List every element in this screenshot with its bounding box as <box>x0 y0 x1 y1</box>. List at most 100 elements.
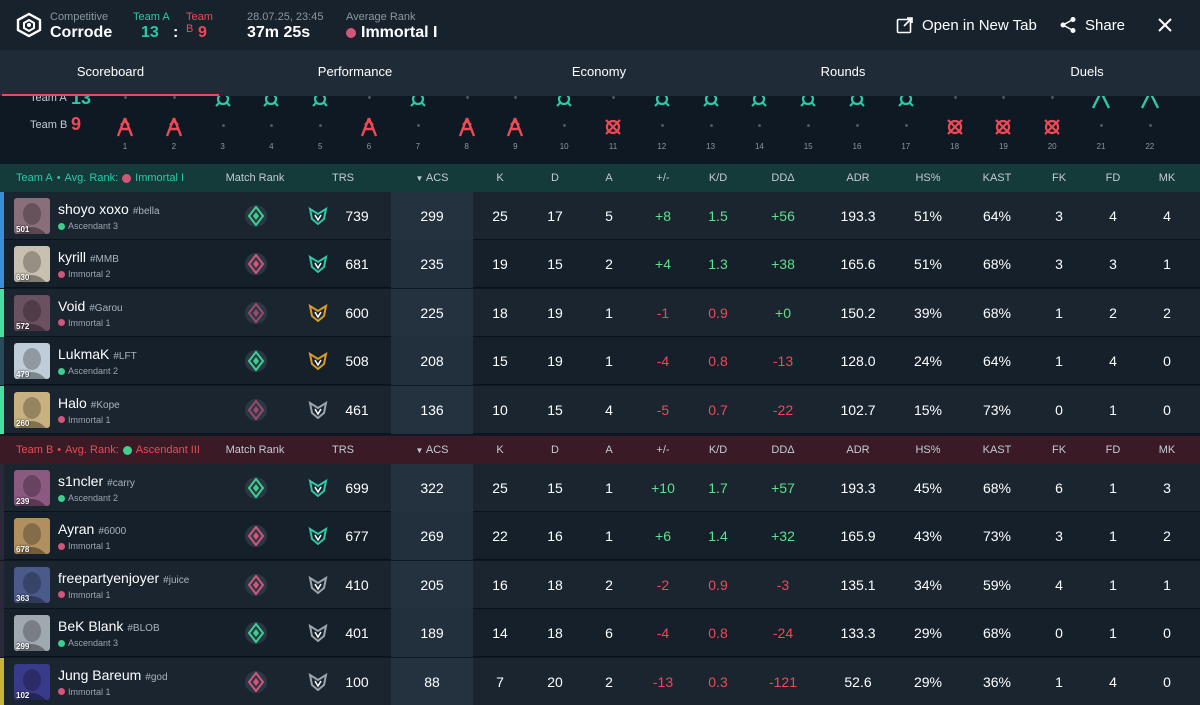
stat-pm: -5 <box>656 401 670 418</box>
player-name[interactable]: s1ncler #carry <box>58 473 135 489</box>
col-d[interactable]: D <box>551 172 559 184</box>
col-hs[interactable]: HS% <box>915 444 941 456</box>
col-plus-minus[interactable]: +/- <box>656 444 670 456</box>
stat-d: 16 <box>547 528 563 545</box>
round-win-icon[interactable] <box>502 116 528 143</box>
round-win-icon[interactable] <box>112 116 138 143</box>
col-hs[interactable]: HS% <box>915 172 941 184</box>
agent-avatar[interactable] <box>14 391 50 428</box>
col-acs[interactable]: ▼ ACS <box>391 164 473 193</box>
round-win-icon[interactable] <box>1088 96 1114 115</box>
round-win-icon[interactable] <box>893 96 919 115</box>
col-k[interactable]: K <box>496 172 504 184</box>
agent-avatar[interactable] <box>14 246 50 283</box>
col-mk[interactable]: MK <box>1158 444 1176 456</box>
player-row[interactable]: 363 freepartyenjoyer #juice Immortal 1 410 20… <box>0 560 1200 609</box>
player-name-text: BeK Blank <box>58 618 124 635</box>
round-win-icon[interactable] <box>746 96 772 115</box>
col-k[interactable]: K <box>496 444 504 456</box>
agent-avatar[interactable] <box>14 294 50 331</box>
round-win-icon[interactable] <box>258 96 284 115</box>
player-name[interactable]: shoyo xoxo #bella <box>58 201 160 217</box>
player-name[interactable]: LukmaK #LFT <box>58 346 137 362</box>
tab-performance[interactable]: Performance <box>317 64 393 79</box>
col-a[interactable]: A <box>605 444 613 456</box>
round-number: 13 <box>706 142 716 151</box>
round-win-icon[interactable] <box>795 96 821 115</box>
col-dd[interactable]: DDΔ <box>771 444 795 456</box>
round-win-icon[interactable] <box>307 96 333 115</box>
player-row[interactable]: 239 s1ncler #carry Ascendant 2 699 322 25 15 1 +1… <box>0 464 1200 512</box>
round-win-icon[interactable] <box>1039 116 1065 143</box>
col-a[interactable]: A <box>605 172 613 184</box>
stat-k: 10 <box>492 401 508 418</box>
player-row[interactable]: 630 kyrill #MMB Immortal 2 681 235 19 15 2 +4 1.3 +… <box>0 240 1200 289</box>
agent-avatar[interactable] <box>14 343 50 380</box>
stat-fd: 4 <box>1109 208 1117 224</box>
player-row[interactable]: 678 Ayran #6000 Immortal 1 677 269 22 16 1 +6 1.4 +… <box>0 512 1200 561</box>
round-number: 6 <box>366 142 372 151</box>
player-row[interactable]: 260 Halo #Kope Immortal 1 461 136 10 15 4 -5 0.7 -2… <box>0 385 1200 434</box>
col-d[interactable]: D <box>551 444 559 456</box>
agent-avatar[interactable] <box>14 198 50 234</box>
agent-avatar[interactable] <box>14 470 50 506</box>
player-name[interactable]: BeK Blank #BLOB <box>58 618 160 634</box>
col-adr[interactable]: ADR <box>846 444 870 456</box>
close-icon[interactable] <box>1155 14 1175 36</box>
open-in-new-tab-button[interactable]: Open in New Tab <box>896 14 1037 36</box>
col-dd[interactable]: DDΔ <box>771 172 795 184</box>
round-win-icon[interactable] <box>698 96 724 115</box>
col-trs[interactable]: TRS <box>332 172 354 184</box>
tab-duels[interactable]: Duels <box>1070 64 1104 79</box>
stat-kd: 1.4 <box>708 528 728 545</box>
col-acs[interactable]: ▼ ACS <box>391 436 473 465</box>
share-button[interactable]: Share <box>1059 14 1125 36</box>
ascendant-rank-icon <box>122 445 132 455</box>
tab-economy[interactable]: Economy <box>571 64 627 79</box>
agent-avatar[interactable] <box>14 566 50 603</box>
round-win-icon[interactable] <box>942 116 968 143</box>
round-win-icon[interactable] <box>649 96 675 115</box>
col-mk[interactable]: MK <box>1158 172 1176 184</box>
col-kd[interactable]: K/D <box>708 172 728 184</box>
round-win-icon[interactable] <box>600 116 626 143</box>
col-fk[interactable]: FK <box>1051 444 1067 456</box>
player-row[interactable]: 299 BeK Blank #BLOB Ascendant 3 401 189 14 18 6 -… <box>0 609 1200 658</box>
col-trs[interactable]: TRS <box>332 444 354 456</box>
player-name[interactable]: kyrill #MMB <box>58 249 119 265</box>
tab-scoreboard[interactable]: Scoreboard <box>2 50 219 96</box>
player-name[interactable]: Halo #Kope <box>58 395 120 411</box>
round-win-icon[interactable] <box>551 96 577 115</box>
player-name[interactable]: Ayran #6000 <box>58 521 126 537</box>
stat-fk: 3 <box>1055 528 1063 545</box>
round-win-icon[interactable] <box>405 96 431 115</box>
round-win-icon[interactable] <box>161 116 187 143</box>
round-win-icon[interactable] <box>1137 96 1163 115</box>
player-row[interactable]: 572 Void #Garou Immortal 1 600 225 18 19 1 -1 0.9 +… <box>0 288 1200 337</box>
stat-kast: 68% <box>982 480 1012 496</box>
col-fd[interactable]: FD <box>1105 444 1121 456</box>
player-row[interactable]: 479 LukmaK #LFT Ascendant 2 508 208 15 19 1 -4 0.8… <box>0 337 1200 386</box>
round-win-icon[interactable] <box>210 96 236 115</box>
agent-avatar[interactable] <box>14 663 50 700</box>
round-win-icon[interactable] <box>454 116 480 143</box>
agent-avatar[interactable] <box>14 518 50 555</box>
tab-rounds[interactable]: Rounds <box>820 64 866 79</box>
round-win-icon[interactable] <box>844 96 870 115</box>
player-row[interactable]: 102 Jung Bareum #god Immortal 1 100 88 7 20 2 -13… <box>0 657 1200 705</box>
col-kast[interactable]: KAST <box>982 172 1012 184</box>
player-name[interactable]: freepartyenjoyer #juice <box>58 570 189 586</box>
agent-avatar[interactable] <box>14 615 50 652</box>
player-name[interactable]: Jung Bareum #god <box>58 667 168 683</box>
col-plus-minus[interactable]: +/- <box>656 172 670 184</box>
player-row[interactable]: 501 shoyo xoxo #bella Ascendant 3 739 299 25 17… <box>0 192 1200 240</box>
col-kast[interactable]: KAST <box>982 444 1012 456</box>
col-kd[interactable]: K/D <box>708 444 728 456</box>
round-win-icon[interactable] <box>356 116 382 143</box>
acs-highlight <box>391 512 473 561</box>
col-fk[interactable]: FK <box>1051 172 1067 184</box>
col-fd[interactable]: FD <box>1105 172 1121 184</box>
round-win-icon[interactable] <box>990 116 1016 143</box>
player-name[interactable]: Void #Garou <box>58 298 123 314</box>
col-adr[interactable]: ADR <box>846 172 870 184</box>
